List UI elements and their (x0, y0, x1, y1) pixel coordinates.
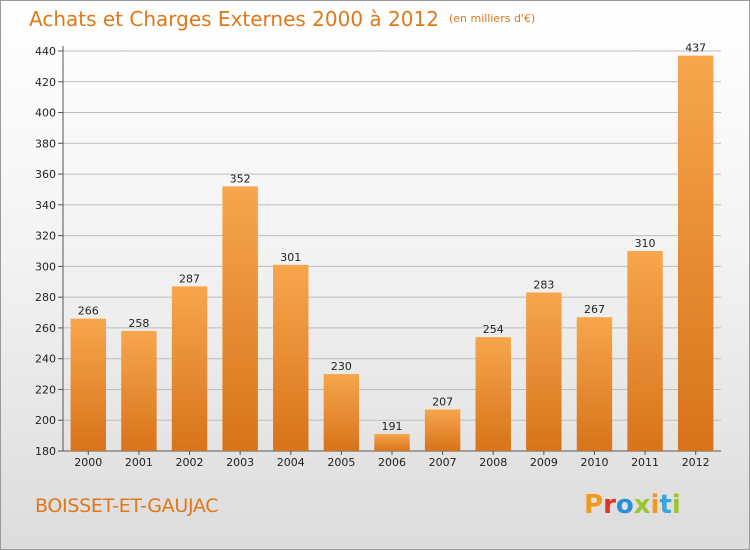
logo-letter: r (603, 490, 616, 520)
axes (58, 46, 721, 455)
chart-title: Achats et Charges Externes 2000 à 2012 (e… (29, 7, 535, 31)
y-tick-label: 360 (35, 168, 56, 181)
x-tick-label: 2012 (682, 456, 710, 469)
x-tick-label: 2008 (479, 456, 507, 469)
y-tick-label: 440 (35, 45, 56, 58)
y-tick-label: 240 (35, 353, 56, 366)
chart-title-text: Achats et Charges Externes 2000 à 2012 (29, 7, 439, 31)
y-tick-label: 180 (35, 445, 56, 458)
x-tick-label: 2001 (125, 456, 153, 469)
value-label: 191 (382, 420, 403, 433)
labels: 180 200 220 240 260 280 300 320 340 360 380 400 420 4… (35, 42, 710, 469)
chart-unit: (en milliers d'€) (448, 12, 536, 25)
value-label: 437 (685, 42, 706, 55)
y-tick-label: 380 (35, 137, 56, 150)
value-label: 287 (179, 272, 200, 285)
bar-2003 (222, 186, 258, 451)
x-tick-label: 2007 (429, 456, 457, 469)
y-tick-label: 200 (35, 414, 56, 427)
bar-2004 (273, 264, 309, 451)
bar-2010 (576, 317, 613, 451)
bar-2009 (526, 292, 562, 451)
bars (70, 55, 714, 451)
grid-lines (63, 50, 721, 421)
value-label: 301 (280, 251, 301, 264)
y-tick-label: 260 (35, 322, 56, 335)
y-tick-label: 420 (35, 76, 56, 89)
bar-2012 (677, 55, 714, 451)
bar-2000 (70, 318, 107, 451)
y-tick-label: 300 (35, 260, 56, 273)
y-tick-label: 220 (35, 383, 56, 396)
logo-letter: x (633, 490, 651, 520)
logo-letter: o (615, 490, 634, 520)
x-tick-label: 2002 (176, 456, 204, 469)
bar-2002 (171, 286, 208, 451)
value-label: 258 (128, 317, 149, 330)
x-tick-label: 2000 (74, 456, 102, 469)
x-tick-label: 2006 (378, 456, 406, 469)
value-label: 230 (331, 360, 352, 373)
place-name: BOISSET-ET-GAUJAC (35, 495, 219, 517)
bar-2001 (121, 331, 157, 451)
bar-2011 (627, 251, 663, 451)
value-label: 283 (533, 279, 554, 292)
y-tick-label: 280 (35, 291, 56, 304)
value-label: 352 (230, 172, 251, 185)
x-tick-label: 2011 (631, 456, 659, 469)
y-tick-label: 400 (35, 107, 56, 120)
logo-letter: i (671, 490, 681, 520)
x-tick-label: 2009 (530, 456, 558, 469)
y-tick-label: 320 (35, 230, 56, 243)
logo-letter: i (650, 490, 660, 520)
bar-2006 (374, 434, 410, 451)
bar-2008 (475, 337, 511, 451)
x-tick-label: 2005 (327, 456, 355, 469)
x-tick-label: 2004 (277, 456, 305, 469)
x-tick-label: 2003 (226, 456, 254, 469)
value-label: 310 (635, 237, 656, 250)
proxiti-logo: Proxiti (584, 490, 681, 520)
bar-2007 (424, 409, 461, 451)
value-label: 254 (483, 323, 504, 336)
value-label: 267 (584, 303, 605, 316)
x-tick-label: 2010 (580, 456, 608, 469)
value-label: 266 (78, 305, 99, 318)
logo-letter: P (584, 490, 604, 520)
value-label: 207 (432, 395, 453, 408)
y-tick-label: 340 (35, 199, 56, 212)
logo-letter: t (659, 490, 672, 520)
bar-2005 (323, 374, 360, 451)
